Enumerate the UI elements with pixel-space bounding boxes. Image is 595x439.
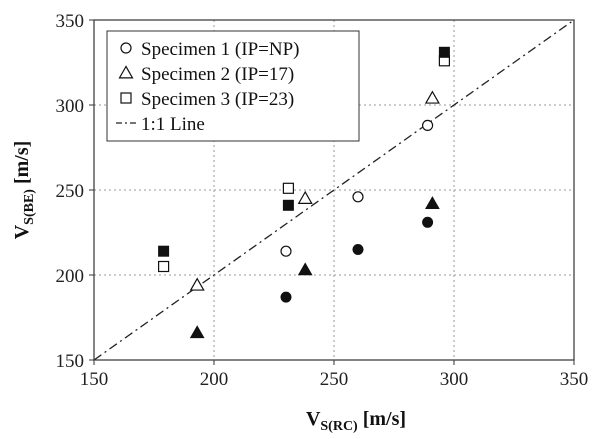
- y-axis-title-sub: S(BE): [22, 189, 37, 225]
- legend-label: Specimen 3 (IP=23): [141, 89, 294, 110]
- y-tick-label: 250: [56, 181, 85, 202]
- reference-line-layer: [93, 19, 575, 361]
- data-point-square-filled: [158, 245, 170, 257]
- data-point-triangle-open: [189, 277, 205, 291]
- legend-entry: 1:1 Line: [116, 114, 205, 135]
- x-tick-label: 300: [440, 369, 469, 390]
- data-point-triangle-open: [297, 190, 313, 204]
- data-point-triangle-open: [424, 90, 440, 104]
- legend-entry: Specimen 3 (IP=23): [120, 89, 294, 110]
- data-point-square-open: [158, 260, 170, 273]
- y-tick-label: 350: [56, 11, 85, 32]
- data-point-circle-open: [280, 245, 292, 257]
- reference-line-1to1: [93, 19, 575, 361]
- legend-label: Specimen 2 (IP=17): [141, 64, 294, 85]
- data-points: [158, 46, 450, 339]
- data-point-triangle-filled: [297, 262, 313, 276]
- x-tick-label: 150: [80, 369, 109, 390]
- data-point-square-filled: [438, 46, 450, 58]
- x-tick-label: 250: [320, 369, 349, 390]
- data-point-circle-open: [422, 119, 434, 132]
- data-point-circle-filled: [280, 291, 292, 303]
- data-point-square-filled: [282, 199, 294, 211]
- y-axis-title-main: V: [11, 224, 33, 239]
- plot-frame: [89, 19, 575, 365]
- data-point-circle-filled: [352, 244, 364, 255]
- data-point-circle-open: [352, 191, 364, 203]
- legend-label: 1:1 Line: [141, 114, 205, 135]
- legend-entry: Specimen 2 (IP=17): [118, 64, 294, 85]
- legend-circle-symbol: [120, 42, 132, 54]
- y-tick-label: 300: [56, 96, 85, 117]
- y-tick-label: 200: [56, 266, 85, 287]
- x-axis-title-unit: [m/s]: [358, 408, 406, 430]
- data-point-triangle-filled: [189, 325, 205, 339]
- legend-triangle-symbol: [118, 65, 134, 79]
- legend: Specimen 1 (IP=NP) Specimen 2 (IP=17) Spec…: [106, 30, 360, 142]
- legend-square-symbol: [120, 92, 132, 104]
- x-axis-title: VS(RC) [m/s]: [306, 408, 406, 434]
- x-axis-title-main: V: [306, 408, 321, 430]
- legend-entry: Specimen 1 (IP=NP): [120, 39, 299, 60]
- data-point-triangle-filled: [425, 196, 440, 209]
- y-axis-title: VS(BE) [m/s]: [11, 141, 37, 240]
- x-tick-label: 350: [560, 369, 589, 390]
- data-point-circle-filled: [422, 216, 434, 228]
- legend-label: Specimen 1 (IP=NP): [141, 39, 299, 60]
- x-axis-title-sub: S(RC): [320, 419, 358, 434]
- legend-box: [106, 30, 360, 142]
- x-tick-label: 200: [200, 369, 229, 390]
- data-point-square-open: [282, 182, 294, 194]
- tick-labels: 150 200 250 300 350 150 200 250 300 350: [56, 11, 589, 390]
- y-tick-label: 150: [56, 351, 85, 372]
- y-axis-title-unit: [m/s]: [11, 141, 33, 189]
